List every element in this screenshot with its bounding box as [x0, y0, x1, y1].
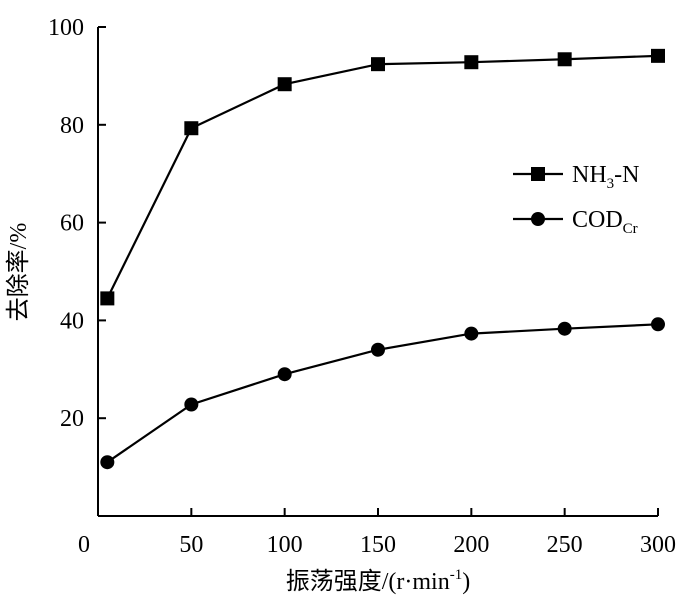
data-point-square [557, 52, 572, 67]
x-tick-label: 0 [78, 532, 90, 558]
x-axis-title-main: 振荡强度/(r·min [286, 568, 450, 595]
legend-label: NH3-N [572, 162, 640, 192]
y-tick-label: 40 [60, 308, 84, 334]
x-tick-label: 150 [360, 532, 396, 558]
data-point-square [100, 291, 115, 306]
y-axis-ticks: 20 40 60 80 100 [48, 15, 106, 432]
data-point-circle [464, 326, 479, 341]
legend-label-tail: -N [614, 162, 639, 188]
x-tick-label: 250 [547, 532, 583, 558]
legend-marker-square [531, 167, 545, 181]
legend-item-nh3-n: NH3-N [513, 162, 640, 192]
legend-label-sub: Cr [623, 221, 638, 237]
x-tick-label: 50 [179, 532, 203, 558]
legend-label-main: COD [572, 207, 623, 233]
y-tick-label: 60 [60, 211, 84, 237]
data-point-square [651, 48, 665, 63]
legend-label-main: NH [572, 162, 607, 188]
x-tick-label: 200 [453, 532, 489, 558]
series-layer [100, 48, 665, 470]
x-axis-ticks: 0 50 100 150 200 250 300 [78, 508, 676, 558]
x-tick-label: 300 [640, 532, 676, 558]
data-point-circle [557, 321, 572, 336]
data-point-square [371, 57, 385, 72]
legend-marker-circle [531, 212, 545, 226]
legend-label: CODCr [572, 207, 638, 237]
data-point-circle [184, 397, 199, 412]
x-tick-label: 100 [267, 532, 303, 558]
y-tick-label: 100 [48, 15, 84, 41]
data-point-square [277, 77, 292, 92]
y-axis-title: 去除率/% [5, 223, 32, 322]
series-nh3-n [100, 48, 665, 306]
data-point-circle [100, 455, 115, 470]
x-axis-title-close: ) [462, 569, 470, 595]
data-point-circle [371, 342, 385, 357]
x-axis-title: 振荡强度/(r·min-1) [286, 567, 470, 595]
legend-item-cod-cr: CODCr [513, 207, 638, 237]
y-tick-label: 80 [60, 113, 84, 139]
x-axis-title-sup: -1 [450, 567, 463, 583]
axes [97, 27, 658, 517]
legend-label-sub: 3 [607, 176, 615, 192]
data-point-square [464, 55, 479, 70]
data-point-circle [277, 367, 292, 382]
data-point-square [184, 121, 199, 136]
legend: NH3-N CODCr [513, 162, 640, 237]
y-tick-label: 20 [60, 406, 84, 432]
series-cod-cr [100, 317, 665, 470]
data-point-circle [651, 317, 665, 332]
